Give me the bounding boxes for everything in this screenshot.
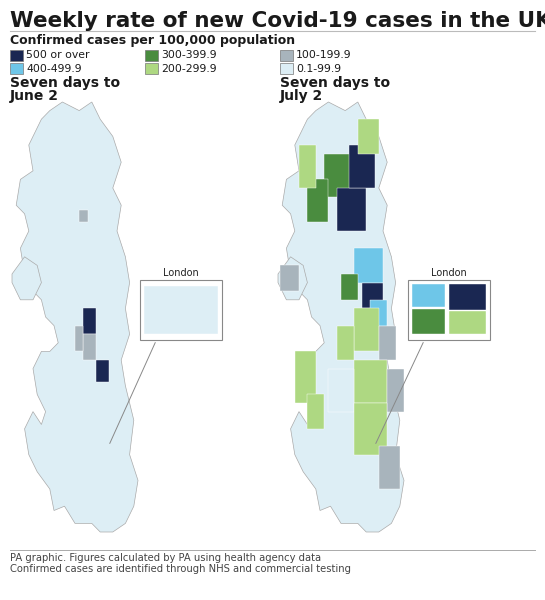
Bar (145, 50, 158, 61)
Bar (280, 50, 293, 61)
Polygon shape (349, 145, 374, 188)
Polygon shape (324, 154, 358, 197)
Text: 0.1-99.9: 0.1-99.9 (296, 64, 341, 73)
Polygon shape (307, 179, 329, 223)
Polygon shape (354, 308, 379, 352)
Polygon shape (337, 326, 354, 360)
Polygon shape (329, 368, 354, 412)
Polygon shape (83, 308, 96, 334)
Polygon shape (354, 248, 383, 283)
Text: Weekly rate of new Covid-19 cases in the UK: Weekly rate of new Covid-19 cases in the… (10, 11, 545, 31)
Text: Seven days to: Seven days to (10, 76, 120, 90)
Text: Confirmed cases are identified through NHS and commercial testing: Confirmed cases are identified through N… (10, 564, 351, 574)
Text: Confirmed cases per 100,000 population: Confirmed cases per 100,000 population (10, 34, 295, 47)
Polygon shape (379, 326, 396, 360)
Bar (449, 311, 486, 334)
Bar (10, 63, 23, 74)
Polygon shape (299, 145, 316, 188)
Polygon shape (96, 360, 108, 382)
Polygon shape (16, 102, 138, 532)
Bar (412, 284, 445, 307)
Polygon shape (280, 265, 299, 291)
Polygon shape (12, 257, 41, 300)
Polygon shape (278, 257, 307, 300)
Text: London: London (431, 268, 467, 278)
Polygon shape (362, 283, 383, 308)
Polygon shape (75, 326, 83, 352)
Polygon shape (354, 403, 387, 455)
Polygon shape (337, 188, 366, 231)
Text: July 2: July 2 (280, 89, 323, 103)
Polygon shape (379, 446, 400, 489)
Polygon shape (295, 352, 316, 403)
Text: 400-499.9: 400-499.9 (26, 64, 82, 73)
Text: June 2: June 2 (10, 89, 59, 103)
Bar (140, 280, 222, 340)
Polygon shape (83, 334, 96, 360)
Bar (144, 286, 218, 334)
Polygon shape (282, 102, 404, 532)
Polygon shape (387, 368, 404, 412)
Text: 500 or over: 500 or over (26, 50, 89, 61)
Bar (412, 309, 445, 334)
Text: Seven days to: Seven days to (280, 76, 390, 90)
Text: 100-199.9: 100-199.9 (296, 50, 352, 61)
Text: 300-399.9: 300-399.9 (161, 50, 216, 61)
Text: London: London (163, 268, 199, 278)
Bar (408, 280, 490, 340)
Bar (10, 50, 23, 61)
Polygon shape (358, 119, 379, 154)
Polygon shape (307, 394, 324, 429)
Polygon shape (341, 274, 358, 300)
Text: PA graphic. Figures calculated by PA using health agency data: PA graphic. Figures calculated by PA usi… (10, 553, 321, 563)
Polygon shape (371, 300, 387, 326)
Polygon shape (79, 209, 88, 223)
Bar (449, 284, 486, 310)
Bar (280, 63, 293, 74)
Bar (145, 63, 158, 74)
Text: 200-299.9: 200-299.9 (161, 64, 216, 73)
Polygon shape (354, 360, 387, 403)
